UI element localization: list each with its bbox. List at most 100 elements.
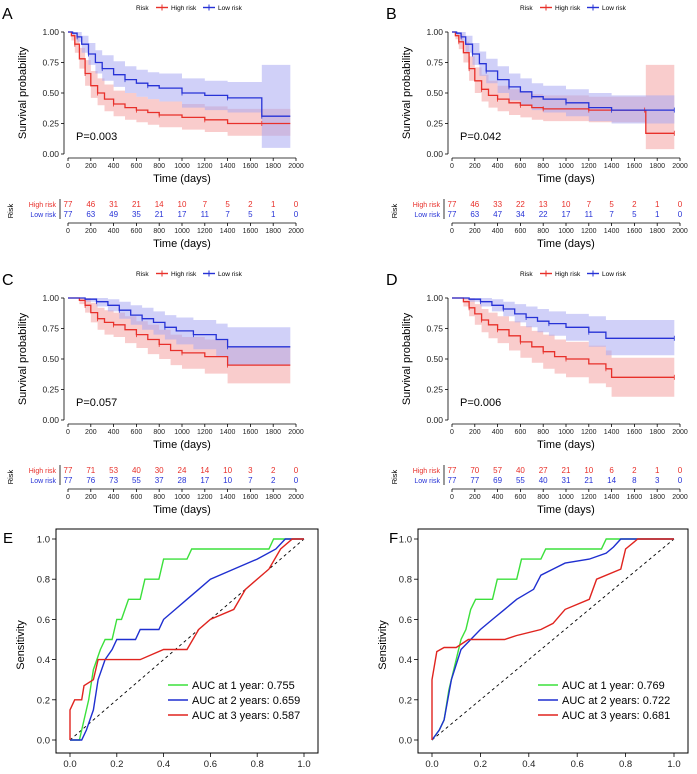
risk-count-low: 3 <box>655 476 660 485</box>
risk-x-tick-label: 800 <box>153 228 165 235</box>
risk-count-low: 49 <box>109 210 118 219</box>
plot-frame <box>55 528 319 754</box>
risk-count-low: 28 <box>178 476 187 485</box>
x-tick-label: 1800 <box>265 163 281 170</box>
y-axis-title: Sensitivity <box>15 620 27 670</box>
x-tick-label: 200 <box>85 429 97 436</box>
x-tick-label: 0 <box>66 429 70 436</box>
y-tick-label: 0.50 <box>42 88 59 98</box>
risk-count-low: 11 <box>585 210 594 219</box>
risk-count-high: 10 <box>584 466 593 475</box>
risk-count-high: 14 <box>200 466 209 475</box>
risk-count-low: 8 <box>632 476 637 485</box>
risk-count-high: 10 <box>562 200 571 209</box>
roc-legend-label: AUC at 3 years: 0.681 <box>562 710 670 722</box>
risk-count-low: 0 <box>294 476 299 485</box>
y-tick-label: 0.2 <box>37 695 50 706</box>
p-value: P=0.057 <box>76 397 117 409</box>
risk-count-high: 13 <box>539 200 548 209</box>
x-tick-label: 1.0 <box>667 759 680 770</box>
risk-count-high: 77 <box>64 466 73 475</box>
risk-x-tick-label: 400 <box>108 494 120 501</box>
x-tick-label: 800 <box>537 429 549 436</box>
legend-high-label: High risk <box>555 5 581 12</box>
risk-x-tick-label: 800 <box>153 494 165 501</box>
risk-count-high: 31 <box>109 200 118 209</box>
risk-table-title: Risk <box>390 203 399 218</box>
panel-letter: A <box>2 6 13 23</box>
risk-count-low: 7 <box>609 210 614 219</box>
risk-count-low: 63 <box>470 210 479 219</box>
risk-table-low-label: Low risk <box>414 212 440 219</box>
risk-x-tick-label: 1400 <box>220 494 236 501</box>
risk-x-tick-label: 1200 <box>197 494 213 501</box>
roc-panel-F: F0.00.20.40.60.81.00.00.20.40.60.81.01-s… <box>377 528 689 770</box>
risk-count-low: 17 <box>562 210 571 219</box>
x-tick-label: 0.4 <box>157 759 170 770</box>
panel-letter: F <box>389 530 398 547</box>
risk-count-low: 40 <box>539 476 548 485</box>
x-tick-label: 2000 <box>288 429 304 436</box>
x-axis-title: Time (days) <box>537 173 595 185</box>
roc-legend-label: AUC at 2 years: 0.659 <box>192 695 300 707</box>
risk-count-high: 3 <box>248 466 253 475</box>
risk-count-high: 77 <box>448 200 457 209</box>
risk-x-tick-label: 600 <box>515 494 527 501</box>
x-tick-label: 1600 <box>243 429 259 436</box>
x-tick-label: 0.2 <box>474 759 487 770</box>
risk-count-low: 0 <box>294 210 299 219</box>
risk-x-tick-label: 1400 <box>604 494 620 501</box>
risk-x-tick-label: 1000 <box>174 494 190 501</box>
x-tick-label: 1800 <box>649 163 665 170</box>
x-tick-label: 800 <box>537 163 549 170</box>
risk-table-low-label: Low risk <box>30 478 56 485</box>
risk-count-high: 77 <box>448 466 457 475</box>
risk-count-low: 2 <box>271 476 276 485</box>
roc-legend-label: AUC at 2 years: 0.722 <box>562 695 670 707</box>
x-tick-label: 0.0 <box>425 759 438 770</box>
x-tick-label: 0.8 <box>619 759 632 770</box>
risk-count-low: 22 <box>539 210 548 219</box>
risk-x-tick-label: 1200 <box>581 228 597 235</box>
legend-low-label: Low risk <box>218 5 243 12</box>
risk-x-tick-label: 200 <box>85 494 97 501</box>
x-tick-label: 1400 <box>220 429 236 436</box>
x-tick-label: 200 <box>469 429 481 436</box>
x-tick-label: 1200 <box>581 163 597 170</box>
p-value: P=0.042 <box>460 131 501 143</box>
risk-count-high: 27 <box>539 466 548 475</box>
risk-count-low: 21 <box>155 210 164 219</box>
risk-x-tick-label: 1800 <box>265 228 281 235</box>
risk-x-tick-label: 400 <box>492 228 504 235</box>
x-tick-label: 1800 <box>649 429 665 436</box>
x-tick-label: 1400 <box>604 429 620 436</box>
risk-x-tick-label: 600 <box>515 228 527 235</box>
risk-count-low: 55 <box>132 476 141 485</box>
y-axis-title: Survival probability <box>401 312 413 405</box>
x-tick-label: 400 <box>492 163 504 170</box>
risk-count-high: 46 <box>86 200 95 209</box>
y-axis-title: Survival probability <box>17 46 29 139</box>
panel-letter: C <box>2 272 14 289</box>
x-tick-label: 400 <box>108 429 120 436</box>
y-tick-label: 1.00 <box>42 293 59 303</box>
low-risk-curve <box>68 297 291 348</box>
risk-x-tick-label: 1000 <box>558 494 574 501</box>
risk-x-tick-label: 2000 <box>288 228 304 235</box>
risk-x-tick-label: 0 <box>66 494 70 501</box>
x-axis-title: Time (days) <box>153 173 211 185</box>
x-tick-label: 800 <box>153 163 165 170</box>
legend-low-label: Low risk <box>602 5 627 12</box>
risk-x-tick-label: 0 <box>450 228 454 235</box>
risk-table-high-label: High risk <box>29 202 57 209</box>
legend-high-label: High risk <box>171 271 197 278</box>
roc-legend-label: AUC at 1 year: 0.769 <box>562 680 665 692</box>
risk-x-tick-label: 1800 <box>649 494 665 501</box>
risk-count-low: 0 <box>678 210 683 219</box>
risk-count-high: 70 <box>470 466 479 475</box>
risk-x-tick-label: 1600 <box>243 228 259 235</box>
risk-x-tick-label: 0 <box>66 228 70 235</box>
